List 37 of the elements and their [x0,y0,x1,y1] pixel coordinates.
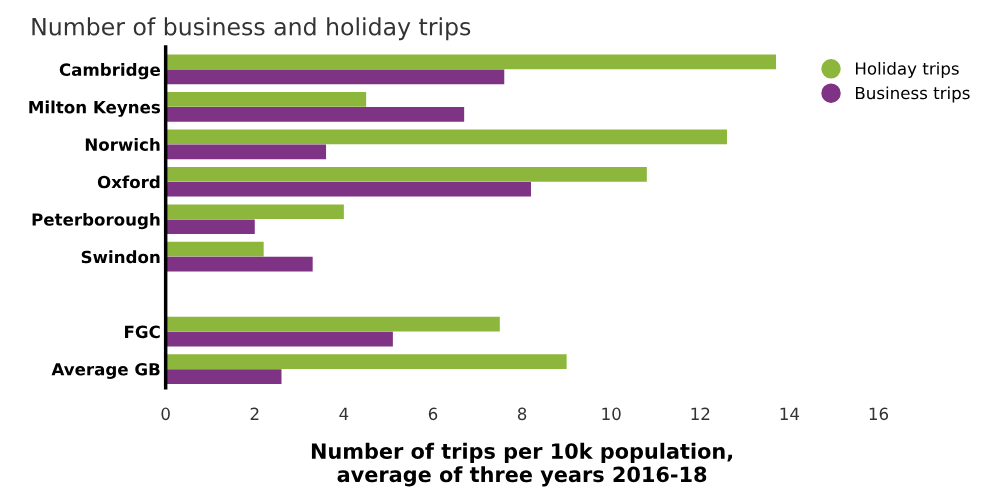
y-tick-label: Swindon [81,250,160,264]
x-axis-title: Number of trips per 10k population, average of three years 2016-18 [311,442,733,487]
bar [165,54,777,70]
bar [165,166,647,182]
legend-label: Holiday trips [855,61,959,79]
bar [165,129,728,145]
x-tick-label: 14 [780,407,800,420]
x-tick-label: 12 [691,407,710,420]
legend-label: Business trips [855,86,970,103]
x-tick-label: 10 [602,407,621,421]
bar [165,219,255,235]
y-tick-label: Peterborough [32,212,160,230]
y-tick-label: Milton Keynes [29,100,161,117]
y-tick-label: FGC [125,325,160,339]
x-tick-label: 4 [339,407,349,420]
x-tick-label: 8 [517,407,527,421]
bar [165,92,367,107]
y-tick-label: Average GB [51,362,160,379]
x-tick-label: 16 [869,407,889,421]
bar [165,107,465,122]
y-tick-label: Norwich [85,137,160,151]
bar [165,331,393,347]
y-tick-label: Oxford [97,175,160,189]
bar [165,204,344,220]
bar [165,241,264,257]
y-tick-label: Cambridge [59,63,160,80]
bar [165,144,327,160]
bar [165,354,567,369]
chart-title: Number of business and holiday trips [32,17,471,41]
bar [165,369,282,384]
x-tick-label: 2 [250,407,259,420]
bar [165,316,500,332]
x-tick-label: 6 [428,407,438,421]
bar [165,69,505,85]
bar [165,181,531,197]
bar [165,256,313,272]
x-tick-label: 0 [161,407,170,421]
